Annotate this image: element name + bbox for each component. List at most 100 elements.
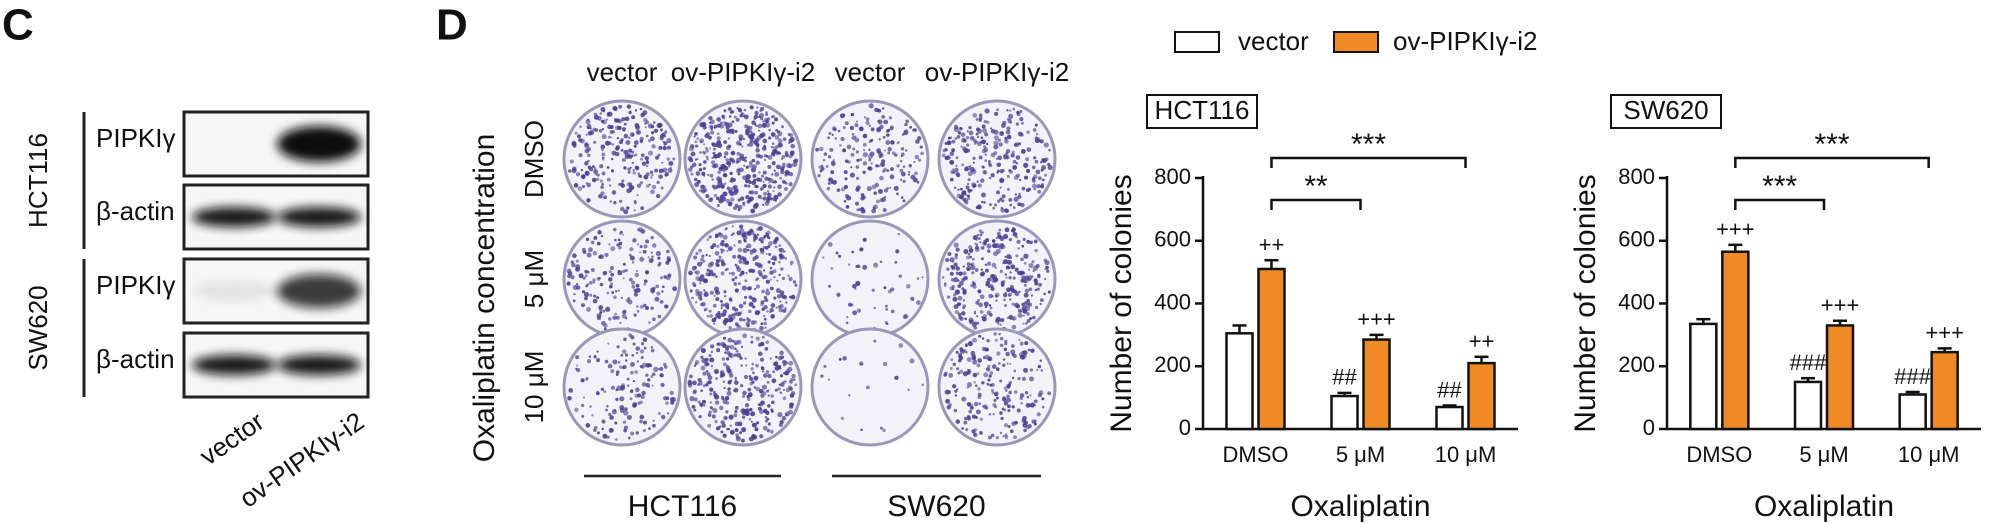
colony-dot xyxy=(763,274,768,279)
colony-dot xyxy=(708,147,711,150)
colony-dot xyxy=(836,292,841,297)
colony-dot xyxy=(902,179,906,183)
colony-dot xyxy=(592,165,595,168)
colony-dot xyxy=(573,183,579,188)
colony-dot xyxy=(650,348,655,353)
colony-dot xyxy=(635,283,640,288)
colony-dot xyxy=(654,296,660,302)
colony-dot xyxy=(736,157,742,163)
colony-dot xyxy=(751,180,757,186)
colony-dot xyxy=(617,270,621,273)
colony-dot xyxy=(636,309,640,313)
colony-dot xyxy=(590,240,595,245)
colony-dot xyxy=(751,297,757,303)
group-label: HCT116 xyxy=(628,490,737,523)
colony-dot xyxy=(748,190,752,195)
colony-dot xyxy=(694,177,698,182)
colony-dot xyxy=(963,148,969,154)
colony-dot xyxy=(650,346,654,349)
colony-dot xyxy=(601,182,605,186)
colony-dot xyxy=(944,389,950,395)
colony-dot xyxy=(576,285,581,290)
colony-dot xyxy=(863,148,866,152)
colony-dot xyxy=(569,159,574,164)
colony-dot xyxy=(900,171,906,177)
colony-dot xyxy=(719,121,723,125)
panel-label: D xyxy=(436,1,468,50)
colony-dot xyxy=(629,255,635,261)
colony-dot xyxy=(886,133,890,137)
colony-dot xyxy=(1004,339,1008,343)
colony-dot xyxy=(766,190,770,193)
colony-dot xyxy=(691,296,695,300)
colony-dot xyxy=(633,292,639,297)
colony-dot xyxy=(767,373,772,379)
colony-dot xyxy=(914,154,920,160)
colony-dot xyxy=(663,304,668,309)
colony-dot xyxy=(1031,177,1036,181)
colony-dot xyxy=(585,378,588,381)
colony-dot xyxy=(650,189,655,195)
colony-dot xyxy=(914,171,918,176)
colony-dot xyxy=(586,359,592,364)
colony-dot xyxy=(645,373,649,377)
colony-dot xyxy=(756,135,762,141)
colony-dot xyxy=(622,277,625,280)
colony-dot xyxy=(852,283,857,289)
colony-dot xyxy=(1029,376,1034,382)
colony-dot xyxy=(602,158,605,161)
colony-dot xyxy=(899,178,903,181)
colony-dot xyxy=(950,358,954,362)
colony-dot xyxy=(833,127,837,132)
colony-dot xyxy=(734,347,737,351)
colony-dot xyxy=(994,391,999,397)
colony-dot xyxy=(1003,138,1009,144)
colony-dot xyxy=(1014,193,1018,196)
colony-dot xyxy=(982,128,988,134)
colony-dot xyxy=(876,127,881,132)
colony-dot xyxy=(765,111,768,114)
colony-dot xyxy=(589,405,592,408)
colony-dot xyxy=(994,338,998,342)
colony-dot xyxy=(753,233,757,237)
colony-dot xyxy=(593,355,597,359)
colony-dot xyxy=(707,135,712,140)
colony-dot xyxy=(650,375,654,378)
colony-dot xyxy=(1009,362,1012,365)
colony-dot xyxy=(726,345,729,348)
colony-dot xyxy=(1027,302,1033,307)
colony-dot xyxy=(825,164,829,168)
colony-dot xyxy=(769,270,774,275)
colony-dot xyxy=(664,365,668,369)
colony-dot xyxy=(663,396,668,401)
colony-dot xyxy=(962,265,965,268)
colony-dot xyxy=(974,247,980,253)
colony-dot xyxy=(988,293,993,299)
colony-dot xyxy=(905,149,908,152)
colony-dot xyxy=(630,370,634,375)
colony-dot xyxy=(772,370,776,374)
colony-dot xyxy=(1023,301,1028,305)
colony-dot xyxy=(723,318,729,323)
colony-dot xyxy=(788,154,793,159)
colony-dot xyxy=(746,395,750,399)
colony-dot xyxy=(718,198,724,204)
colony-dot xyxy=(980,268,984,271)
colony-dot xyxy=(716,342,720,346)
colony-dot xyxy=(1004,291,1007,295)
colony-dot xyxy=(878,138,881,141)
colony-dot xyxy=(984,108,990,114)
colony-dot xyxy=(720,375,723,378)
colony-dot xyxy=(873,262,879,268)
significance-bracket xyxy=(1270,156,1467,168)
colony-dot xyxy=(873,191,877,195)
colony-dot xyxy=(1000,280,1005,285)
column-header: ov-PIPKIγ-i2 xyxy=(671,57,816,87)
colony-dot xyxy=(644,279,648,283)
colony-dot xyxy=(610,272,615,277)
colony-dot xyxy=(1011,302,1015,306)
colony-dot xyxy=(953,262,958,267)
colony-dot xyxy=(1021,186,1026,191)
colony-dot xyxy=(1012,159,1017,164)
colony-dot xyxy=(625,359,628,362)
